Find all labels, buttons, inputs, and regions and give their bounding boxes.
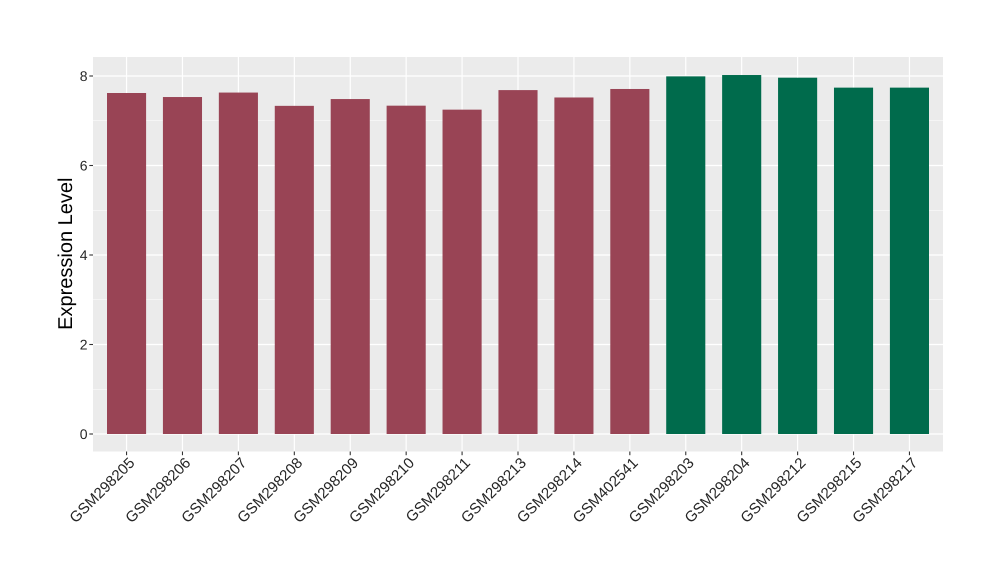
svg-text:4: 4 [80,247,88,263]
svg-text:Expression Level: Expression Level [55,178,77,330]
svg-text:2: 2 [80,337,88,353]
svg-text:8: 8 [80,68,88,84]
svg-text:6: 6 [80,158,88,174]
svg-text:0: 0 [80,426,88,442]
